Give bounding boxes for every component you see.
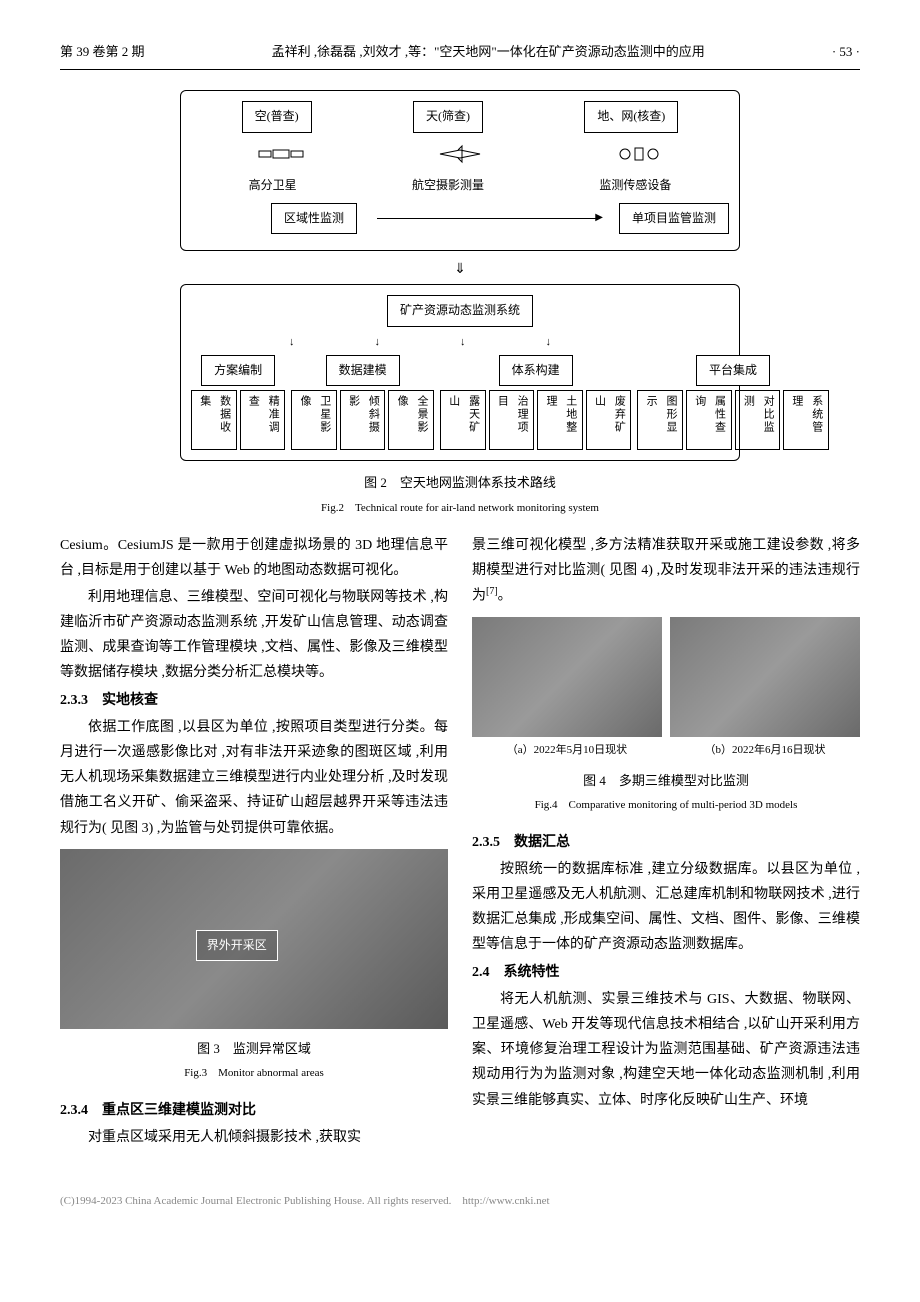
right-column: 景三维可视化模型 ,多方法精准获取开采或施工建设参数 ,将多期模型进行对比监测(… [472, 533, 860, 1153]
fig4-caption-cn: 图 4 多期三维模型对比监测 [472, 769, 860, 792]
fc-branch-3-item-1: 属性查询 [686, 390, 732, 450]
fc-branch-1: 数据建模卫星影像倾斜摄影全景影像 [291, 355, 434, 451]
fc-mid-left: 区域性监测 [271, 203, 357, 235]
fc-branch-2-item-1: 治理项目 [489, 390, 535, 450]
fc-branch-1-item-0: 卫星影像 [291, 390, 337, 450]
section-24: 2.4 系统特性 [472, 960, 860, 985]
fc-branch-3-item-0: 图形显示 [637, 390, 683, 450]
fc-sub-1: 航空摄影测量 [412, 175, 484, 197]
ref-7: [7] [486, 586, 498, 597]
airplane-icon [430, 139, 490, 169]
header-right: · 53 · [832, 40, 860, 63]
left-p3: 依据工作底图 ,以县区为单位 ,按照项目类型进行分类。每月进行一次遥感影像比对 … [60, 715, 448, 841]
fc-branch-0-item-1: 精准调查 [240, 390, 286, 450]
fc-branch-1-item-2: 全景影像 [388, 390, 434, 450]
fc-top-1: 天(筛查) [413, 101, 483, 133]
fc-branch-0: 方案编制数据收集精准调查 [191, 355, 285, 451]
fig4-sub-b: （b）2022年6月16日现状 [670, 741, 860, 761]
section-234: 2.3.4 重点区三维建模监测对比 [60, 1098, 448, 1123]
fc-mid-right: 单项目监管监测 [619, 203, 729, 235]
fig4-caption-en: Fig.4 Comparative monitoring of multi-pe… [472, 796, 860, 816]
fc-branch-head-1: 数据建模 [326, 355, 400, 387]
right-p1-text: 景三维可视化模型 ,多方法精准获取开采或施工建设参数 ,将多期模型进行对比监测(… [472, 538, 860, 604]
fig3-caption-en: Fig.3 Monitor abnormal areas [60, 1064, 448, 1084]
fc-branch-head-2: 体系构建 [499, 355, 573, 387]
fc-branch-0-item-0: 数据收集 [191, 390, 237, 450]
left-p2: 利用地理信息、三维模型、空间可视化与物联网等技术 ,构建临沂市矿产资源动态监测系… [60, 585, 448, 686]
arrow-branch-icon: ↓↓↓↓ [191, 333, 729, 353]
fc-branch-2-item-2: 土地整理 [537, 390, 583, 450]
fc-branch-3-item-3: 系统管理 [783, 390, 829, 450]
fig4-image-b [670, 617, 860, 737]
fig3-image: 界外开采区 [60, 849, 448, 1029]
satellite-icon [251, 139, 311, 169]
fc-branch-head-0: 方案编制 [201, 355, 275, 387]
fc-branch-3-item-2: 对比监测 [735, 390, 781, 450]
right-p2: 按照统一的数据库标准 ,建立分级数据库。以县区为单位 ,采用卫星遥感及无人机航测… [472, 857, 860, 958]
fig4-wrapper: （a）2022年5月10日现状 （b）2022年6月16日现状 [472, 617, 860, 761]
section-233: 2.3.3 实地核查 [60, 688, 448, 713]
flowchart-fig2: 空(普查) 天(筛查) 地、网(核查) 高分卫星 航空摄影测量 监测传感设备 区… [180, 90, 740, 461]
arrow-down-icon: ⇓ [180, 257, 740, 282]
fc-branch-2-item-3: 废弃矿山 [586, 390, 632, 450]
fig3-annotation: 界外开采区 [196, 930, 278, 962]
fig4-sub-a: （a）2022年5月10日现状 [472, 741, 662, 761]
header-center: 孟祥利 ,徐磊磊 ,刘效才 ,等："空天地网"一体化在矿产资源动态监测中的应用 [145, 40, 832, 63]
content-columns: Cesium。CesiumJS 是一款用于创建虚拟场景的 3D 地理信息平台 ,… [60, 533, 860, 1153]
sensor-icon [609, 139, 669, 169]
right-p1-end: 。 [498, 589, 512, 604]
header-left: 第 39 卷第 2 期 [60, 40, 145, 63]
fc-branch-3: 平台集成图形显示属性查询对比监测系统管理 [637, 355, 828, 451]
fig3-caption-cn: 图 3 监测异常区域 [60, 1037, 448, 1060]
fc-branch-2-item-0: 露天矿山 [440, 390, 486, 450]
fc-top-2: 地、网(核查) [584, 101, 678, 133]
left-p4: 对重点区域采用无人机倾斜摄影技术 ,获取实 [60, 1125, 448, 1150]
section-235: 2.3.5 数据汇总 [472, 830, 860, 855]
page-footer: (C)1994-2023 China Academic Journal Elec… [60, 1192, 860, 1212]
fc-system: 矿产资源动态监测系统 [387, 295, 533, 327]
fc-sub-2: 监测传感设备 [599, 175, 671, 197]
fig2-caption-cn: 图 2 空天地网监测体系技术路线 [60, 471, 860, 494]
fc-branch-2: 体系构建露天矿山治理项目土地整理废弃矿山 [440, 355, 631, 451]
right-p3: 将无人机航测、实景三维技术与 GIS、大数据、物联网、卫星遥感、Web 开发等现… [472, 987, 860, 1113]
fc-branch-1-item-1: 倾斜摄影 [340, 390, 386, 450]
left-column: Cesium。CesiumJS 是一款用于创建虚拟场景的 3D 地理信息平台 ,… [60, 533, 448, 1153]
fc-sub-0: 高分卫星 [249, 175, 297, 197]
fc-top-0: 空(普查) [242, 101, 312, 133]
arrow-right-icon [377, 218, 599, 219]
left-p1: Cesium。CesiumJS 是一款用于创建虚拟场景的 3D 地理信息平台 ,… [60, 533, 448, 583]
fig4-image-a [472, 617, 662, 737]
fig2-caption-en: Fig.2 Technical route for air-land netwo… [60, 499, 860, 519]
fc-branch-head-3: 平台集成 [696, 355, 770, 387]
right-p1: 景三维可视化模型 ,多方法精准获取开采或施工建设参数 ,将多期模型进行对比监测(… [472, 533, 860, 609]
page-header: 第 39 卷第 2 期 孟祥利 ,徐磊磊 ,刘效才 ,等："空天地网"一体化在矿… [60, 40, 860, 70]
